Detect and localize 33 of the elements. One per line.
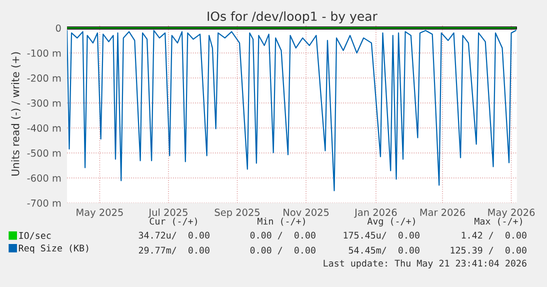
y-tick-label: -600 m — [27, 174, 61, 182]
y-tick-label: -700 m — [27, 199, 61, 207]
y-axis-title: Units read (-) / write (+) — [11, 52, 20, 176]
y-tick-label: -500 m — [27, 149, 61, 157]
text: 125.39 / 0.00 — [450, 246, 526, 254]
y-tick-label: -100 m — [27, 49, 61, 57]
legend-label: Req Size (KB) — [18, 244, 88, 254]
x-tick-label: Jan 2026 — [354, 208, 397, 218]
legend-label: IO/sec — [19, 232, 51, 240]
text: 29.77m/ 0.00 — [138, 246, 210, 254]
text: Last update: Thu May 21 23:41:04 2026 — [324, 260, 526, 268]
y-tick-label: -400 m — [27, 124, 61, 132]
chart-title: IOs for /dev/loop1 - by year — [208, 11, 378, 24]
text: 54.45m/ 0.00 — [348, 246, 420, 254]
text: 0.00 / 0.00 — [250, 246, 316, 254]
x-tick-label: May 2026 — [488, 208, 535, 218]
text: Avg (-/+) — [367, 218, 415, 226]
y-tick-label: 0 — [56, 24, 61, 32]
line-series — [67, 30, 516, 192]
x-tick-label: Mar 2026 — [420, 208, 465, 216]
text: Cur (-/+) — [150, 218, 197, 226]
x-tick-label: Jul 2025 — [148, 208, 188, 218]
text: 175.45u/ 0.00 — [344, 232, 420, 240]
x-tick-label: Nov 2025 — [284, 208, 329, 216]
x-tick-label: May 2025 — [76, 208, 123, 218]
text: 1.42 / 0.00 — [462, 232, 526, 240]
text: Min (-/+) — [258, 218, 305, 226]
text: Max (-/+) — [474, 218, 522, 226]
x-tick-label: Sep 2025 — [214, 208, 260, 218]
text: 34.72u/ 0.00 — [138, 232, 210, 240]
text: 0.00 / 0.00 — [250, 232, 316, 240]
y-tick-label: -300 m — [27, 99, 61, 107]
y-tick-label: -200 m — [27, 74, 61, 82]
